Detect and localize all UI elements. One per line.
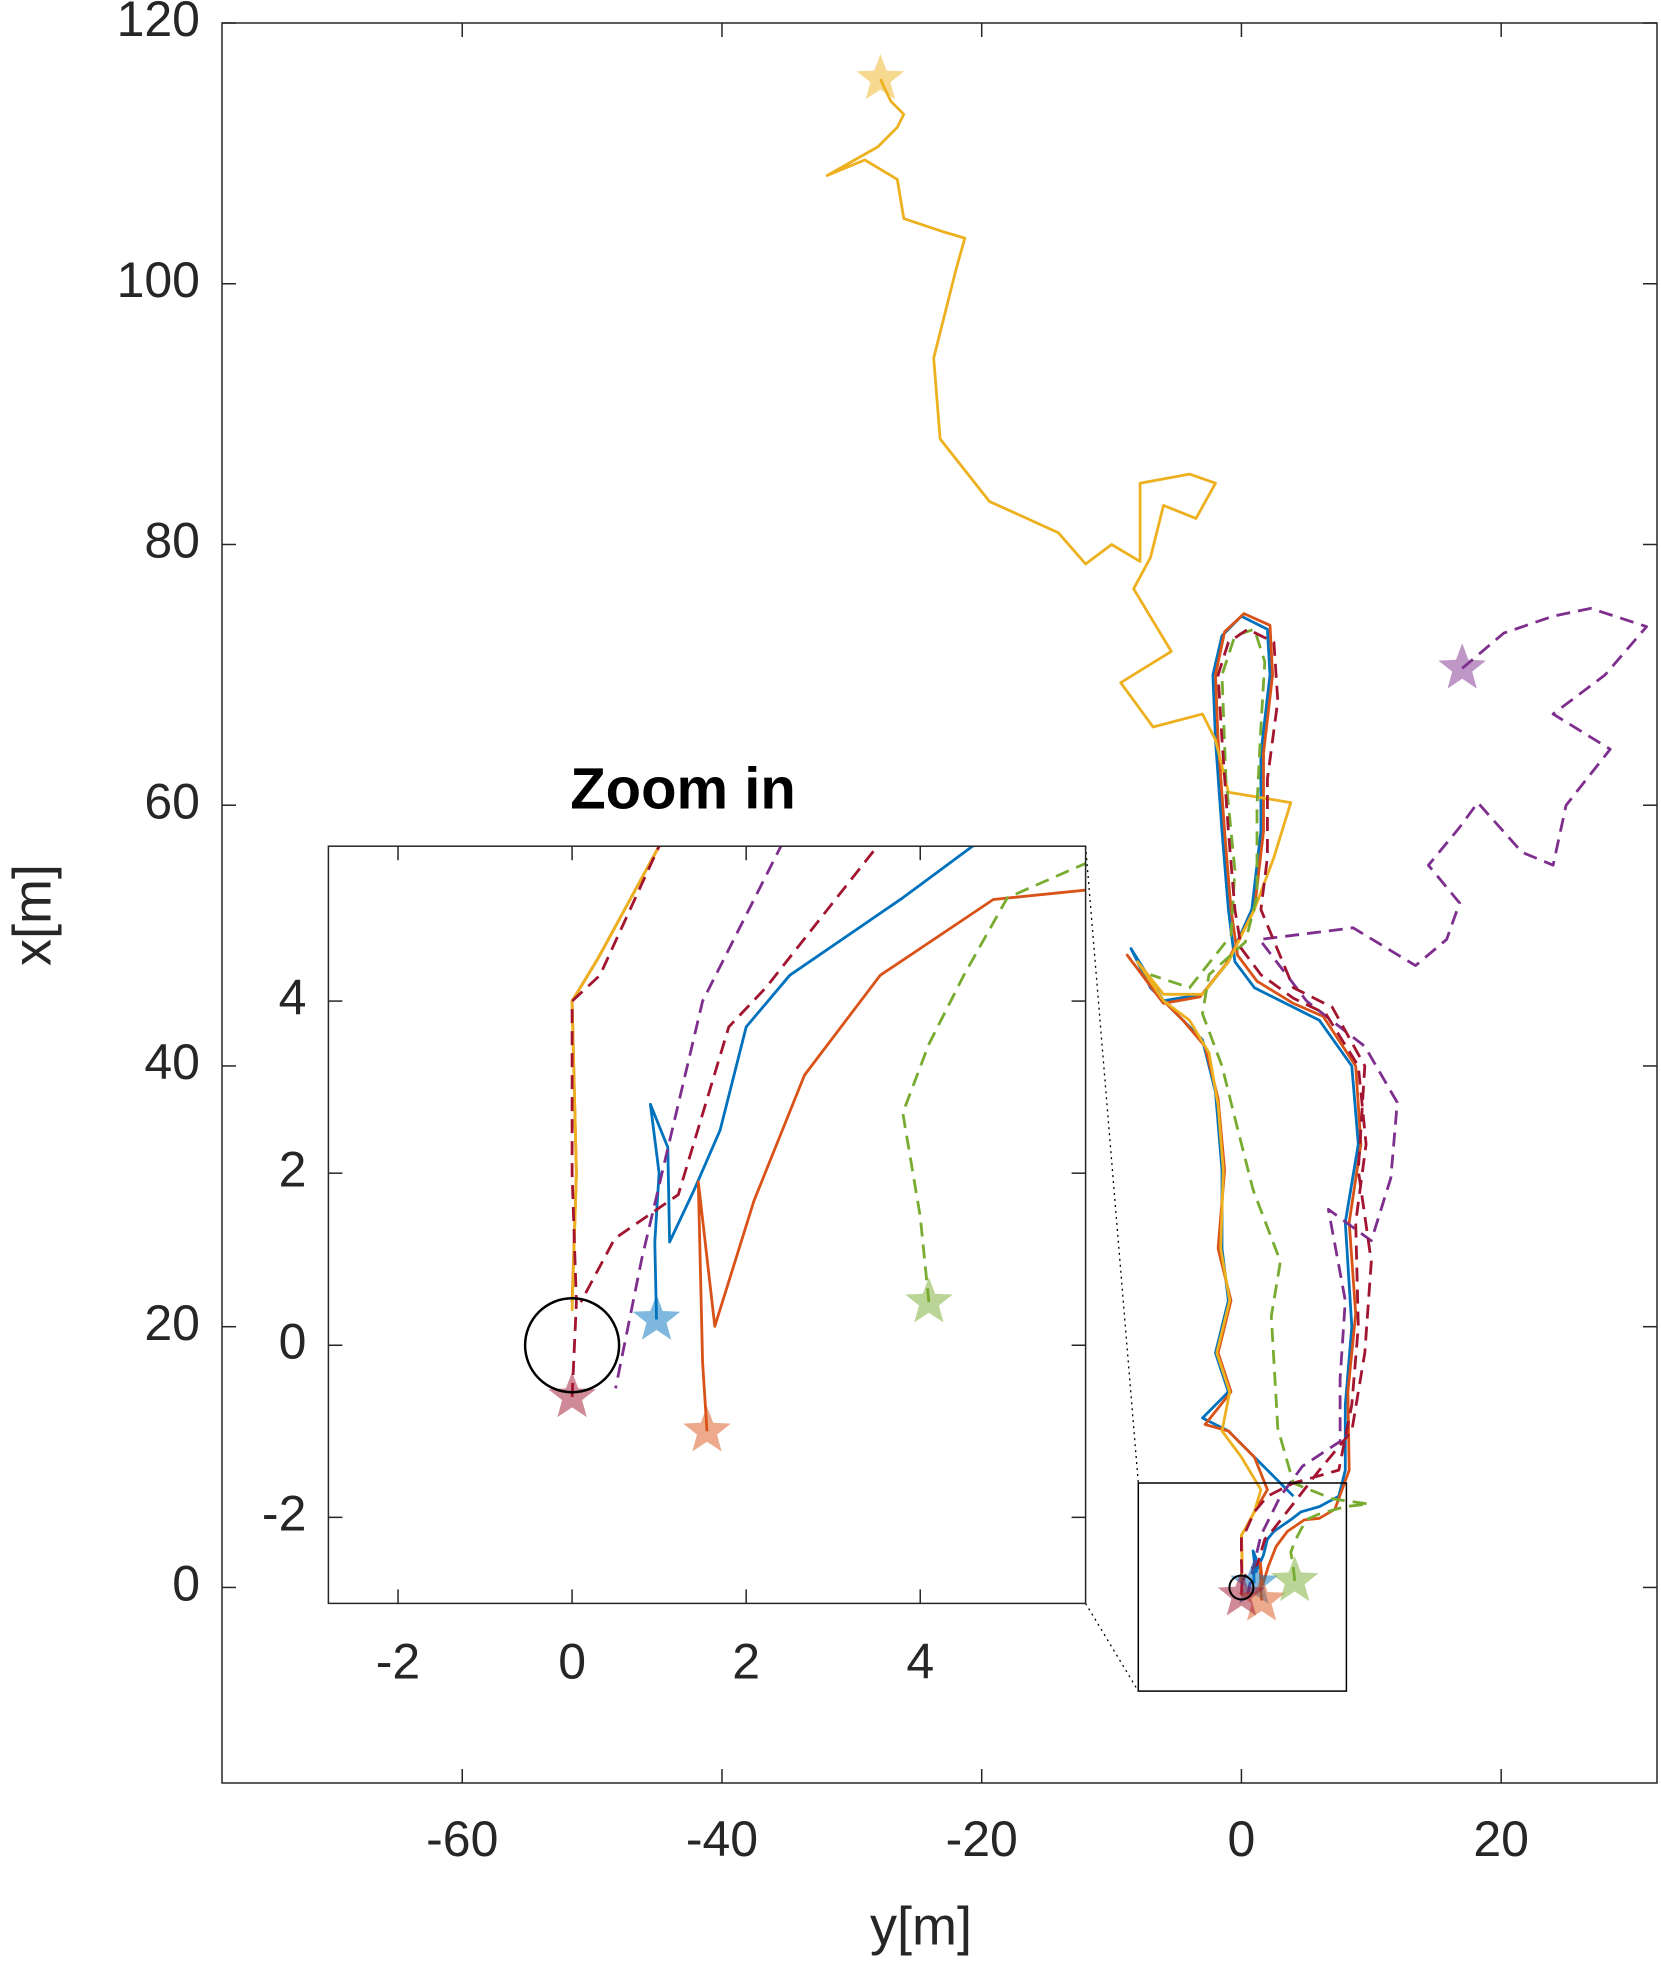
x-tick-label: 0: [1228, 1811, 1256, 1867]
y-tick-label: 2: [279, 1141, 307, 1197]
x-tick-label: 20: [1473, 1811, 1529, 1867]
start-marker: [1230, 1558, 1278, 1604]
main-plot-area: [825, 54, 1648, 1621]
zoom-connector: [1085, 1603, 1139, 1692]
trajectory: [649, 846, 978, 1320]
trajectory: [1125, 612, 1363, 1601]
zoom-connector: [1084, 846, 1139, 1484]
start-marker: [683, 1406, 731, 1452]
y-tick-label: 0: [172, 1556, 200, 1612]
inset-axes: -2 0 2 4 -2 0 2 4: [262, 845, 1087, 1690]
y-tick-label: 0: [279, 1313, 307, 1369]
inset-title: Zoom in: [570, 756, 796, 821]
y-tick-label: -2: [262, 1486, 306, 1542]
start-marker: [632, 1294, 681, 1340]
trajectory: [825, 78, 1293, 1583]
x-tick-label: 0: [558, 1634, 586, 1690]
x-tick-label: -2: [376, 1634, 420, 1690]
axes-frame: [221, 22, 1658, 1784]
x-tick-label: -60: [426, 1811, 498, 1867]
y-tick-label: 100: [117, 252, 200, 308]
start-marker: [1438, 643, 1486, 689]
start-marker: [856, 54, 905, 100]
y-tick-label: 40: [144, 1034, 200, 1090]
axes-frame: [327, 845, 1087, 1605]
x-tick-label: 2: [732, 1634, 760, 1690]
trajectory: [1216, 627, 1373, 1596]
start-marker: [905, 1277, 953, 1323]
inset-background: [328, 846, 1086, 1604]
origin-circle: [1228, 1574, 1255, 1601]
y-tick-label: 120: [117, 0, 200, 47]
y-axis-label: x[m]: [2, 864, 62, 966]
x-tick-label: -40: [686, 1811, 758, 1867]
y-tick-label: 80: [144, 513, 200, 569]
origin-circle: [523, 1297, 621, 1394]
start-marker: [548, 1371, 596, 1418]
start-marker: [1217, 1570, 1266, 1616]
y-tick-label: 20: [144, 1295, 200, 1351]
trajectory: [1129, 614, 1360, 1584]
start-marker: [1237, 1575, 1286, 1621]
x-axis-label: y[m]: [870, 1896, 972, 1956]
trajectory: [1246, 607, 1648, 1595]
x-tick-label: -20: [946, 1811, 1018, 1867]
zoom-box: [1137, 1482, 1348, 1692]
inset-plot-area: [523, 846, 1086, 1452]
y-tick-label: 60: [144, 773, 200, 829]
trajectory: [901, 861, 1086, 1303]
trajectory: [1150, 627, 1371, 1582]
x-tick-label: 4: [906, 1634, 934, 1690]
y-tick-label: 4: [279, 969, 307, 1025]
start-marker: [1270, 1555, 1319, 1602]
